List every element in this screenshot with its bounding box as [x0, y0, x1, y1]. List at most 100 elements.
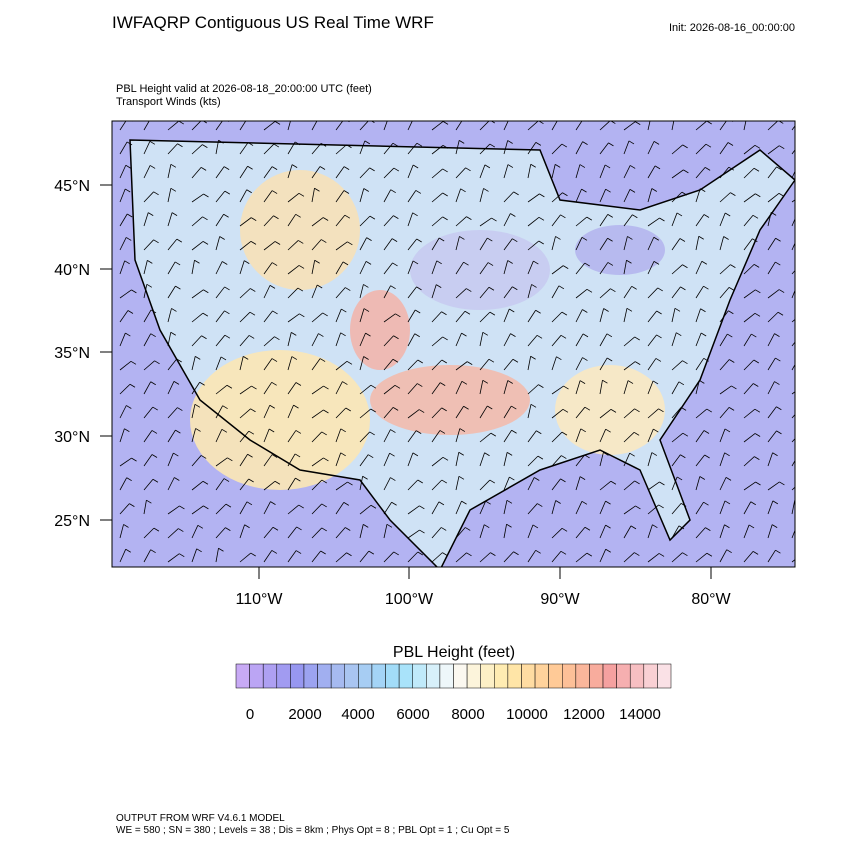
colorbar-swatch — [317, 663, 332, 689]
wind-barb-flag — [802, 480, 807, 483]
wind-barb — [647, 553, 660, 563]
wind-barb — [671, 121, 675, 131]
wind-barb — [455, 406, 464, 419]
wind-barb — [647, 358, 657, 371]
colorbar-swatch — [235, 663, 250, 689]
wind-barb-flag — [798, 165, 803, 168]
wind-barb-flag — [635, 505, 641, 510]
wind-barb-flag — [698, 235, 704, 240]
wind-barb — [359, 308, 365, 323]
wind-barb — [575, 357, 583, 371]
wind-barb-flag — [251, 217, 257, 221]
wind-barb-flag — [705, 527, 711, 531]
wind-barb-flag — [582, 141, 588, 145]
wind-barb-flag — [676, 476, 683, 481]
wind-barb-flag — [271, 550, 278, 554]
wind-barb-flag — [484, 524, 490, 529]
wind-barb-flag — [200, 167, 207, 171]
wind-barb-flag — [152, 406, 158, 411]
wind-barb — [191, 312, 204, 323]
wind-barb — [287, 214, 297, 227]
wind-barb — [479, 501, 487, 515]
wind-barb — [431, 336, 443, 347]
wind-barb-flag — [655, 358, 662, 362]
wind-barb-flag — [605, 428, 611, 433]
wind-barb — [191, 193, 204, 203]
wind-barb-flag — [321, 431, 327, 436]
wind-barb-flag — [633, 432, 640, 436]
wind-barb — [359, 524, 364, 539]
wind-barb — [791, 413, 795, 419]
wind-barb — [743, 481, 756, 491]
colorbar-swatch — [385, 663, 400, 689]
wind-barb-flag — [363, 524, 369, 528]
wind-barb-flag — [179, 505, 185, 510]
wind-barb-flag — [704, 167, 711, 171]
colorbar-swatch — [276, 663, 291, 689]
wind-barb — [263, 454, 273, 467]
wind-barb — [407, 551, 419, 563]
wind-barb — [167, 308, 172, 323]
wind-barb-flag — [776, 166, 782, 171]
wind-barb-flag — [482, 331, 489, 336]
wind-barb-flag — [441, 311, 447, 316]
wind-barb — [671, 407, 682, 419]
wind-barb — [623, 552, 635, 563]
wind-barb — [311, 217, 324, 227]
wind-barb — [263, 336, 275, 347]
wind-barb-flag — [395, 313, 401, 318]
wind-barb-flag — [441, 479, 448, 484]
wind-barb-flag — [320, 550, 326, 555]
wind-barb-flag — [442, 456, 449, 461]
wind-barb — [335, 241, 348, 251]
wind-barb — [575, 164, 581, 179]
colorbar-label: 10000 — [506, 706, 548, 723]
wind-barb-flag — [560, 334, 567, 339]
wind-barb-flag — [226, 384, 233, 389]
wind-barb-flag — [199, 381, 205, 386]
wind-barb-flag — [466, 288, 472, 292]
wind-barb — [383, 335, 394, 347]
wind-barb — [215, 121, 223, 131]
wind-barb — [215, 548, 219, 563]
wind-barb — [479, 237, 488, 251]
wind-barb — [431, 216, 443, 227]
wind-barb-flag — [751, 333, 757, 338]
wind-barb-flag — [175, 285, 181, 290]
wind-barb — [215, 310, 225, 323]
wind-barb-flag — [314, 259, 320, 264]
wind-barb — [743, 333, 752, 347]
wind-barb — [287, 356, 293, 371]
lon-label: 100°W — [385, 591, 434, 608]
wind-barb-flag — [604, 164, 611, 169]
wind-barb — [503, 164, 509, 179]
wind-barb-flag — [489, 143, 496, 148]
wind-barb-flag — [724, 428, 731, 433]
wind-barb — [743, 359, 755, 371]
wind-barb — [743, 313, 756, 323]
wind-barb — [551, 265, 564, 275]
wind-barb-flag — [560, 478, 566, 483]
wind-barb — [119, 213, 128, 227]
field — [240, 170, 360, 290]
wind-barb — [431, 284, 437, 299]
wind-barb — [191, 216, 203, 227]
wind-barb-flag — [393, 167, 400, 172]
wind-barb — [575, 141, 583, 155]
wind-barb-flag — [412, 260, 419, 265]
wind-barb — [647, 165, 656, 179]
wind-barb-flag — [682, 432, 689, 437]
wind-barb-flag — [224, 190, 231, 195]
wind-barb-flag — [346, 552, 352, 557]
wind-barb-flag — [558, 285, 565, 290]
wind-barb-flag — [779, 145, 785, 150]
wind-barb-flag — [584, 526, 591, 531]
wind-barb-flag — [659, 217, 665, 222]
wind-barb-flag — [296, 526, 302, 531]
wind-barb — [359, 188, 365, 203]
wind-barb — [311, 409, 324, 419]
wind-barb-flag — [176, 238, 183, 243]
wind-barb-flag — [531, 284, 537, 288]
wind-barb — [311, 260, 316, 275]
wind-barb-flag — [129, 383, 136, 388]
